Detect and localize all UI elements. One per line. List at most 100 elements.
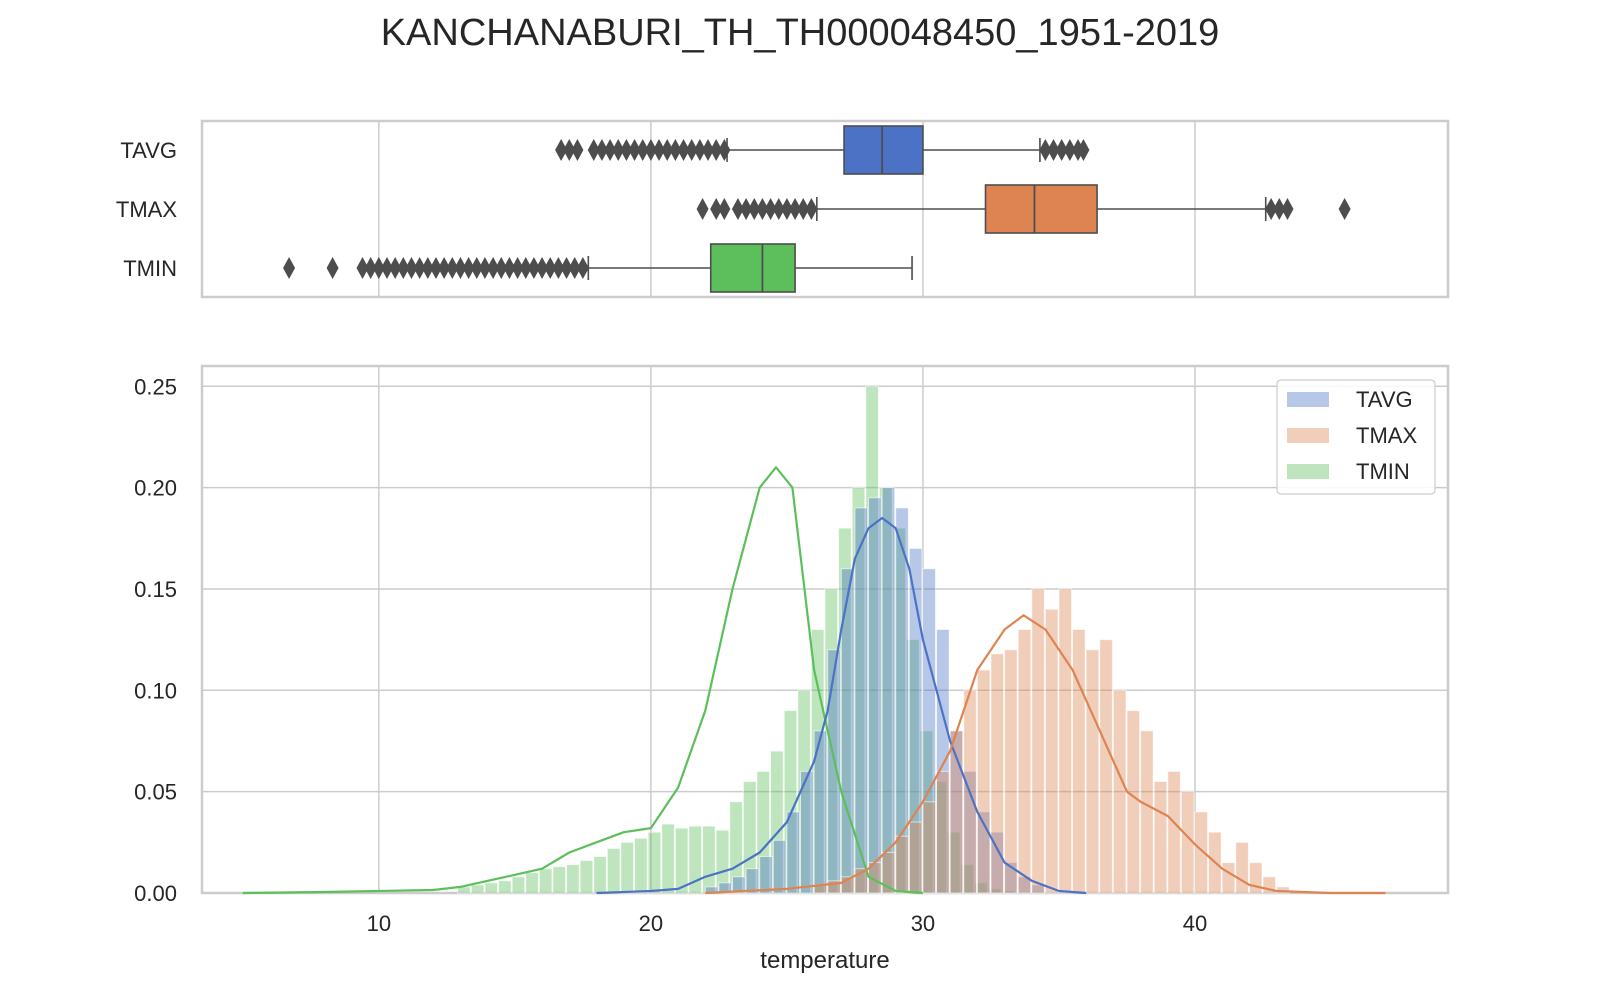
histogram-bar bbox=[484, 882, 499, 894]
histogram-bar bbox=[647, 831, 662, 894]
y-tick-label: 0.10 bbox=[134, 678, 177, 703]
histogram-bar bbox=[498, 880, 512, 894]
legend-label-tavg: TAVG bbox=[1356, 387, 1413, 412]
outlier-point bbox=[1281, 198, 1294, 220]
histogram-bar bbox=[895, 835, 909, 894]
outlier-point bbox=[462, 257, 475, 279]
outlier-point bbox=[604, 139, 617, 161]
outlier-point bbox=[405, 257, 418, 279]
histogram-bar bbox=[800, 770, 814, 894]
outlier-point bbox=[560, 257, 573, 279]
y-tick-label: 0.25 bbox=[134, 374, 177, 399]
histogram-bar bbox=[772, 839, 787, 894]
box-category-label: TMIN bbox=[123, 256, 177, 281]
outlier-point bbox=[1055, 139, 1068, 161]
x-tick-label: 40 bbox=[1183, 911, 1207, 936]
histogram-bar bbox=[1140, 730, 1154, 894]
outlier-point bbox=[364, 257, 377, 279]
outlier-point bbox=[805, 198, 818, 220]
histogram-bar bbox=[1194, 811, 1209, 894]
histogram-bar bbox=[1072, 629, 1086, 894]
histogram-bar bbox=[1153, 781, 1168, 894]
outlier-point bbox=[1077, 139, 1090, 161]
histogram-bar bbox=[1248, 862, 1263, 894]
outlier-point bbox=[797, 198, 810, 220]
outlier-point bbox=[544, 257, 557, 279]
histogram-bar bbox=[936, 770, 950, 894]
box-tmax: TMAX bbox=[116, 184, 1351, 234]
histogram-bar bbox=[552, 866, 567, 894]
legend-frame bbox=[1276, 379, 1436, 495]
histogram-bar bbox=[702, 825, 716, 894]
histogram-bar bbox=[511, 876, 526, 894]
outlier-point bbox=[620, 139, 633, 161]
outlier-point bbox=[1063, 139, 1076, 161]
outlier-point bbox=[372, 257, 385, 279]
box-category-label: TAVG bbox=[120, 138, 177, 163]
histogram-bar bbox=[661, 823, 675, 894]
outlier-point bbox=[421, 257, 434, 279]
histogram-bar bbox=[538, 868, 553, 894]
outlier-point bbox=[389, 257, 402, 279]
legend-label-tmax: TMAX bbox=[1356, 423, 1417, 448]
outlier-point bbox=[595, 139, 608, 161]
histogram-bar bbox=[688, 825, 703, 894]
histogram-bar bbox=[759, 856, 773, 894]
outlier-point bbox=[628, 139, 641, 161]
outlier-point bbox=[326, 257, 339, 279]
histogram-bar bbox=[1112, 689, 1127, 894]
histogram-bar bbox=[1126, 710, 1141, 894]
x-tick-label: 10 bbox=[367, 911, 391, 936]
outlier-point bbox=[1273, 198, 1286, 220]
outlier-point bbox=[780, 198, 793, 220]
histogram-bar bbox=[620, 841, 635, 894]
chart-legend: TAVG TMAX TMIN bbox=[1276, 379, 1436, 495]
histogram-bar bbox=[854, 507, 869, 894]
kde-line-tmax bbox=[705, 614, 1386, 895]
outlier-point bbox=[470, 257, 483, 279]
outlier-point bbox=[612, 139, 625, 161]
histogram-bar bbox=[1058, 588, 1073, 894]
histogram-bar bbox=[1235, 841, 1249, 894]
outlier-point bbox=[653, 139, 666, 161]
box-tmin: TMIN bbox=[123, 243, 913, 293]
outlier-point bbox=[731, 198, 744, 220]
outlier-point bbox=[413, 257, 426, 279]
outlier-point bbox=[568, 257, 581, 279]
outlier-point bbox=[527, 257, 540, 279]
histogram-bar bbox=[1085, 649, 1100, 894]
outlier-point bbox=[511, 257, 524, 279]
outlier-point bbox=[718, 198, 731, 220]
histogram-bar bbox=[525, 872, 539, 894]
histogram-bar bbox=[868, 497, 882, 894]
histogram-bar bbox=[976, 669, 991, 894]
outlier-point bbox=[1039, 139, 1052, 161]
outlier-point bbox=[710, 139, 723, 161]
box-iqr bbox=[709, 243, 796, 293]
outlier-point bbox=[764, 198, 777, 220]
box-iqr bbox=[843, 125, 924, 175]
histogram-bar bbox=[1031, 588, 1045, 894]
histogram-bar bbox=[895, 507, 909, 894]
outlier-point bbox=[397, 257, 410, 279]
outlier-point bbox=[571, 139, 584, 161]
outlier-point bbox=[356, 257, 369, 279]
outlier-point bbox=[1338, 198, 1351, 220]
x-axis-label: temperature bbox=[760, 947, 889, 974]
outlier-point bbox=[677, 139, 690, 161]
box-iqr bbox=[984, 184, 1098, 234]
kde-line-tavg bbox=[596, 516, 1087, 895]
chart-title: KANCHANABURI_TH_TH000048450_1951-2019 bbox=[380, 12, 1220, 54]
outlier-point bbox=[446, 257, 459, 279]
histogram-bar bbox=[470, 884, 485, 894]
histogram-bar bbox=[732, 876, 746, 894]
histogram-bar bbox=[1044, 608, 1059, 894]
outlier-point bbox=[748, 198, 761, 220]
outlier-point bbox=[454, 257, 467, 279]
histogram-bar bbox=[745, 868, 760, 894]
outlier-point bbox=[283, 257, 296, 279]
histogram-bar bbox=[634, 837, 648, 894]
histogram-bar bbox=[786, 811, 801, 894]
outlier-point bbox=[587, 139, 600, 161]
